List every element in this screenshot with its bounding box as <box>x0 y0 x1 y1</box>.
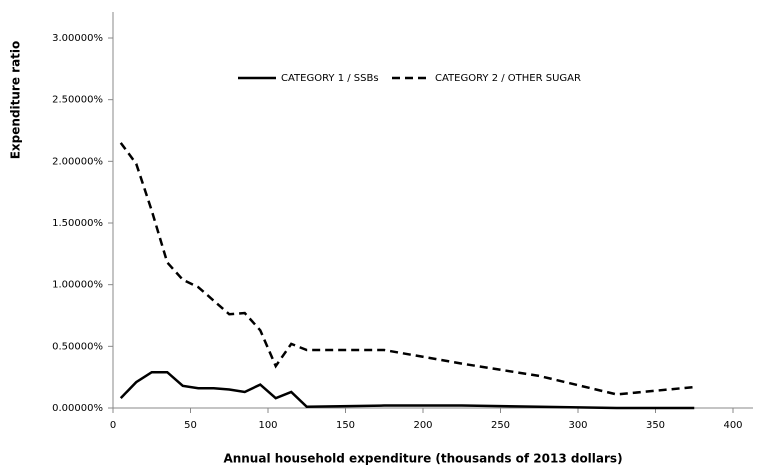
series-line <box>119 142 695 396</box>
y-tick-label: 0.00000% <box>52 403 103 414</box>
y-tick-label: 1.50000% <box>52 218 103 229</box>
y-tick-label: 3.00000% <box>52 33 103 44</box>
x-tick-label: 150 <box>336 420 355 431</box>
series-line <box>119 370 695 410</box>
x-tick-label: 100 <box>258 420 277 431</box>
y-tick-label: 1.00000% <box>52 280 103 291</box>
x-tick-label: 300 <box>568 420 587 431</box>
x-tick-label: 400 <box>723 420 742 431</box>
y-tick-label: 0.50000% <box>52 341 103 352</box>
x-tick-label: 50 <box>184 420 197 431</box>
x-axis-title: Annual household expenditure (thousands … <box>223 452 622 466</box>
y-axis-title: Expenditure ratio <box>9 41 23 160</box>
x-tick-label: 0 <box>110 420 116 431</box>
x-tick-label: 350 <box>646 420 665 431</box>
y-tick-label: 2.00000% <box>52 156 103 167</box>
y-tick-label: 2.50000% <box>52 95 103 106</box>
x-tick-label: 250 <box>491 420 510 431</box>
legend-label: CATEGORY 1 / SSBs <box>281 73 379 84</box>
x-tick-label: 200 <box>413 420 432 431</box>
legend-label: CATEGORY 2 / OTHER SUGAR <box>435 73 581 84</box>
